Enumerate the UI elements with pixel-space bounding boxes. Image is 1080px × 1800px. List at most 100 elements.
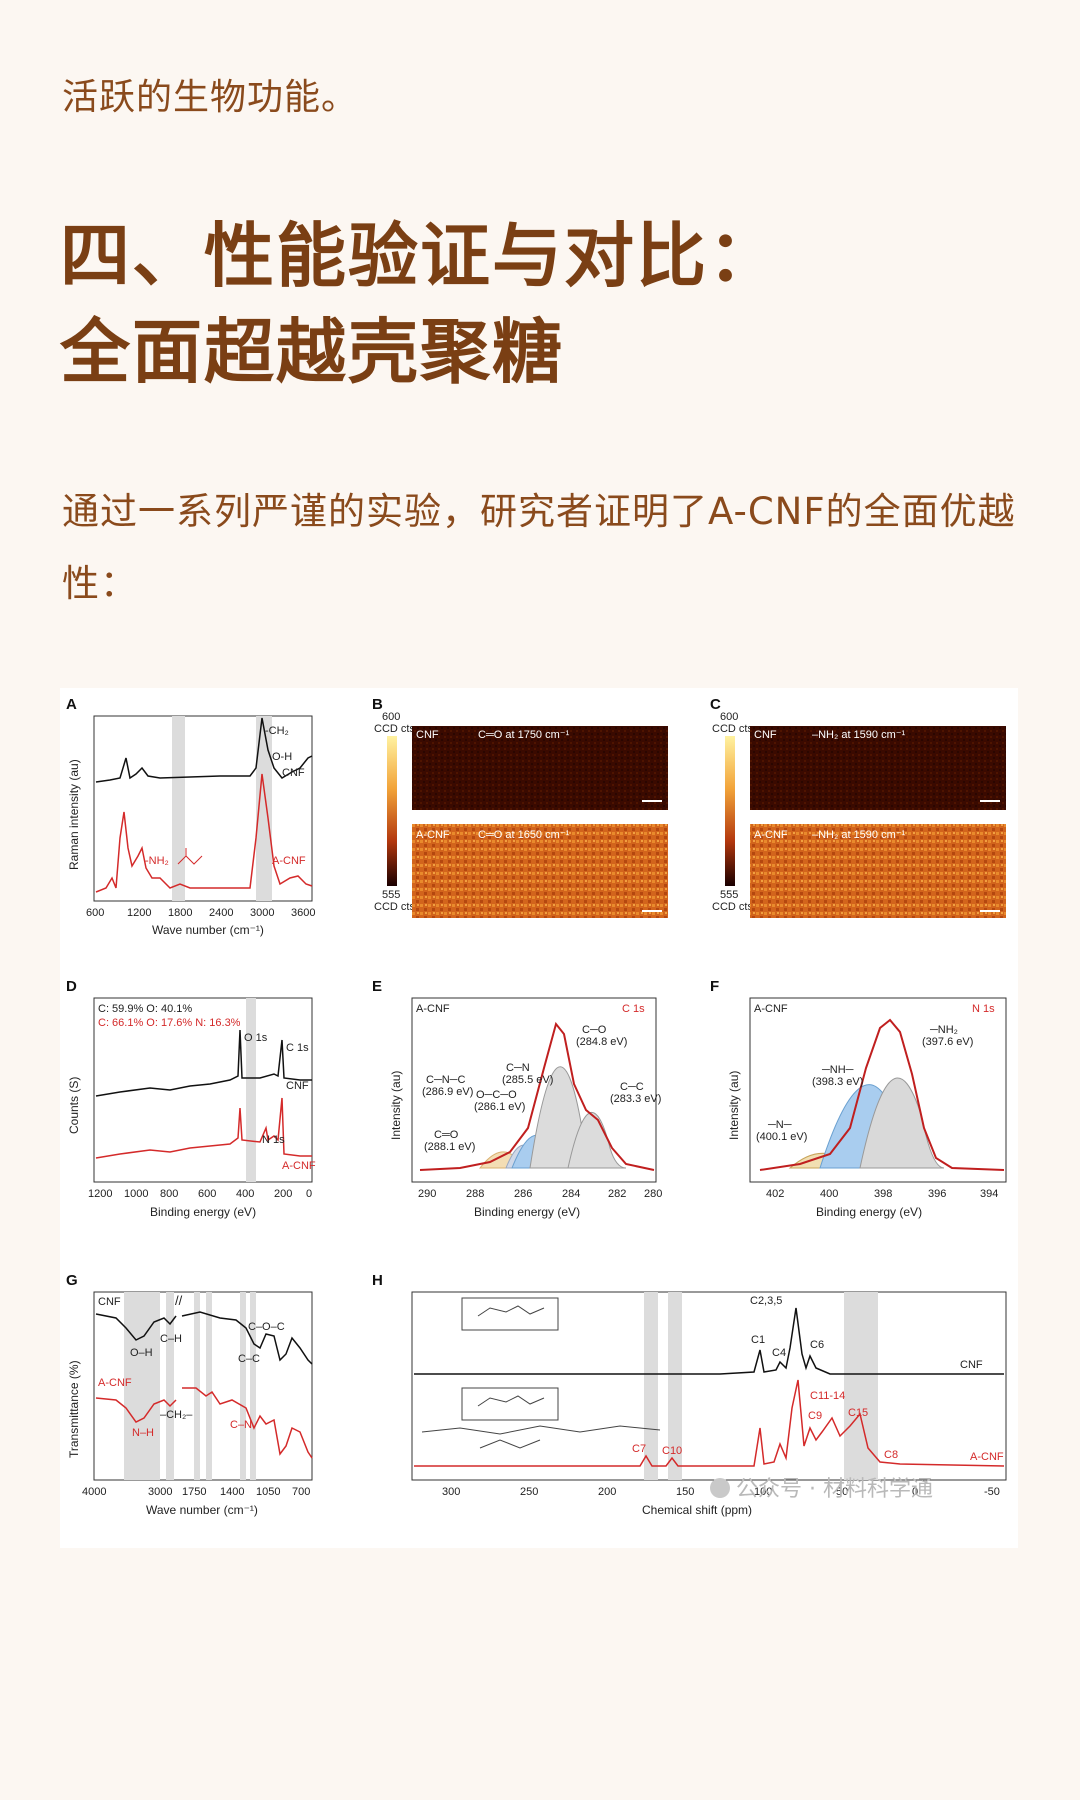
panel-c-letter: C: [710, 696, 721, 713]
panel-f-tick: 398: [874, 1188, 892, 1200]
peak-label: (400.1 eV): [756, 1131, 807, 1143]
panel-b-map-sample: A-CNF: [416, 829, 450, 841]
peak-label: (398.3 eV): [812, 1076, 863, 1088]
panel-e-region: C 1s: [622, 1003, 645, 1015]
peak-label: C─N─C: [426, 1074, 465, 1086]
panel-d-letter: D: [66, 978, 77, 995]
panel-e-tick: 280: [644, 1188, 662, 1200]
panel-d-tick: 0: [306, 1188, 312, 1200]
panel-b-colorbar-min: 555: [382, 889, 400, 901]
panel-c-map-acnf: [750, 824, 1006, 918]
watermark-text: 公众号 · 材料科学通: [736, 1477, 933, 1502]
panel-g-annotation: C–C: [238, 1353, 260, 1365]
panel-g-series-label: A-CNF: [98, 1377, 132, 1389]
panel-g-letter: G: [66, 1272, 78, 1289]
body-paragraph: 通过一系列严谨的实验，研究者证明了A-CNF的全面优越性：: [62, 490, 1016, 605]
panel-a-tick: 1800: [168, 907, 192, 919]
panel-d-x-label: Binding energy (eV): [150, 1205, 256, 1219]
panel-h-tick: 250: [520, 1486, 538, 1498]
panel-a-x-label: Wave number (cm⁻¹): [152, 923, 264, 937]
panel-e-x-label: Binding energy (eV): [474, 1205, 580, 1219]
panel-a-tick: 3000: [250, 907, 274, 919]
panel-g-annotation: C–N: [230, 1419, 252, 1431]
panel-g-annotation: O–H: [130, 1347, 153, 1359]
panel-h-tick: 0: [912, 1486, 918, 1498]
section-heading: 四、性能验证与对比： 全面超越壳聚糖: [60, 208, 780, 400]
intro-text: 活跃的生物功能。: [62, 77, 359, 118]
panel-f-x-label: Binding energy (eV): [816, 1205, 922, 1219]
peak-label: (286.9 eV): [422, 1086, 473, 1098]
panel-a-highlight-band: [172, 716, 185, 901]
panel-a-tick: 1200: [127, 907, 151, 919]
panel-d-tick: 600: [198, 1188, 216, 1200]
peak-label: (286.1 eV): [474, 1101, 525, 1113]
peak-label: (283.3 eV): [610, 1093, 661, 1105]
panel-e-tick: 282: [608, 1188, 626, 1200]
peak-label: C─C: [620, 1081, 644, 1093]
scale-bar: [642, 800, 662, 802]
panel-b-colorbar-max: 600: [382, 711, 400, 723]
nmr-peak-label: C10: [662, 1445, 682, 1457]
panel-g-tick: 1050: [256, 1486, 280, 1498]
panel-b: B 600 CCD cts 555 CCD cts CNF C═O at 175…: [372, 696, 668, 918]
panel-h-series-label: A-CNF: [970, 1451, 1004, 1463]
panel-h-tick: 300: [442, 1486, 460, 1498]
panel-h-x-label: Chemical shift (ppm): [642, 1503, 752, 1517]
peak-label: ─NH─: [821, 1064, 854, 1076]
panel-e-tick: 284: [562, 1188, 580, 1200]
panel-a-tick: 600: [86, 907, 104, 919]
composite-figure: A -CH₂ O-H CNF -NH₂ A-CNF Raman intensit…: [60, 688, 1018, 1548]
axis-break-icon: //: [175, 1293, 183, 1308]
panel-g-y-label: Transmittance (%): [67, 1360, 81, 1458]
panel-d-annotation: C 1s: [286, 1042, 309, 1054]
nmr-peak-label: C15: [848, 1407, 868, 1419]
panel-e-tick: 288: [466, 1188, 484, 1200]
panel-h-series-label: CNF: [960, 1359, 983, 1371]
watermark: 公众号 · 材料科学通: [710, 1477, 933, 1502]
panel-a-tick: 2400: [209, 907, 233, 919]
panel-g-tick: 3000: [148, 1486, 172, 1498]
panel-b-colorbar-unit: CCD cts: [374, 723, 415, 735]
panel-e-letter: E: [372, 978, 382, 995]
panel-c-colorbar-unit: CCD cts: [712, 901, 753, 913]
panel-g-annotation: –CH₂–: [160, 1409, 193, 1421]
panel-h-tick: 100: [754, 1486, 772, 1498]
panel-d-tick: 800: [160, 1188, 178, 1200]
panel-h-tick: 150: [676, 1486, 694, 1498]
heading-line-1: 四、性能验证与对比：: [60, 215, 780, 297]
panel-d-tick: 200: [274, 1188, 292, 1200]
panel-f-tick: 400: [820, 1188, 838, 1200]
panel-a-letter: A: [66, 696, 77, 713]
acnf-structure-icon: [421, 1387, 661, 1449]
panel-a-annotation: O-H: [272, 751, 292, 763]
panel-b-map-sample: CNF: [416, 729, 439, 741]
panel-f-y-label: Intensity (au): [727, 1071, 741, 1140]
nmr-peak-label: C7: [632, 1443, 646, 1455]
panel-b-map-acnf: [412, 824, 668, 918]
panel-b-map-caption: C═O at 1650 cm⁻¹: [478, 829, 570, 841]
panel-h-tick: -50: [984, 1486, 1000, 1498]
panel-d: D C: 59.9% O: 40.1% C: 66.1% O: 17.6% N:…: [66, 978, 316, 1219]
panel-d-tick: 1000: [124, 1188, 148, 1200]
panel-a: A -CH₂ O-H CNF -NH₂ A-CNF Raman intensit…: [66, 696, 315, 937]
peak-label: (288.1 eV): [424, 1141, 475, 1153]
panel-d-y-label: Counts (S): [67, 1077, 81, 1134]
peak-label: (284.8 eV): [576, 1036, 627, 1048]
panel-f-tick: 394: [980, 1188, 998, 1200]
panel-g-x-label: Wave number (cm⁻¹): [146, 1503, 258, 1517]
panel-h-letter: H: [372, 1272, 383, 1289]
panel-d-tick: 400: [236, 1188, 254, 1200]
nmr-peak-label: C9: [808, 1410, 822, 1422]
panel-g-annotation: N–H: [132, 1427, 154, 1439]
peak-label: C═O: [434, 1129, 459, 1141]
panel-b-map-cnf: [412, 726, 668, 810]
peak-label: (285.5 eV): [502, 1074, 553, 1086]
panel-e: E A-CNF C 1s C─O (284.8 eV) C─N (285.5 e…: [372, 978, 662, 1219]
nmr-peak-label: C8: [884, 1449, 898, 1461]
panel-e-y-label: Intensity (au): [389, 1071, 403, 1140]
panel-g-annotation: C–O–C: [248, 1321, 285, 1333]
wechat-icon: [710, 1478, 730, 1498]
panel-c-map-cnf: [750, 726, 1006, 810]
panel-d-series-label: CNF: [286, 1080, 309, 1092]
heading-line-2: 全面超越壳聚糖: [60, 311, 564, 393]
